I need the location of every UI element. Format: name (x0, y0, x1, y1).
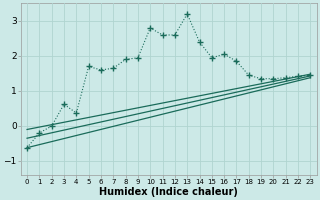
X-axis label: Humidex (Indice chaleur): Humidex (Indice chaleur) (99, 187, 238, 197)
